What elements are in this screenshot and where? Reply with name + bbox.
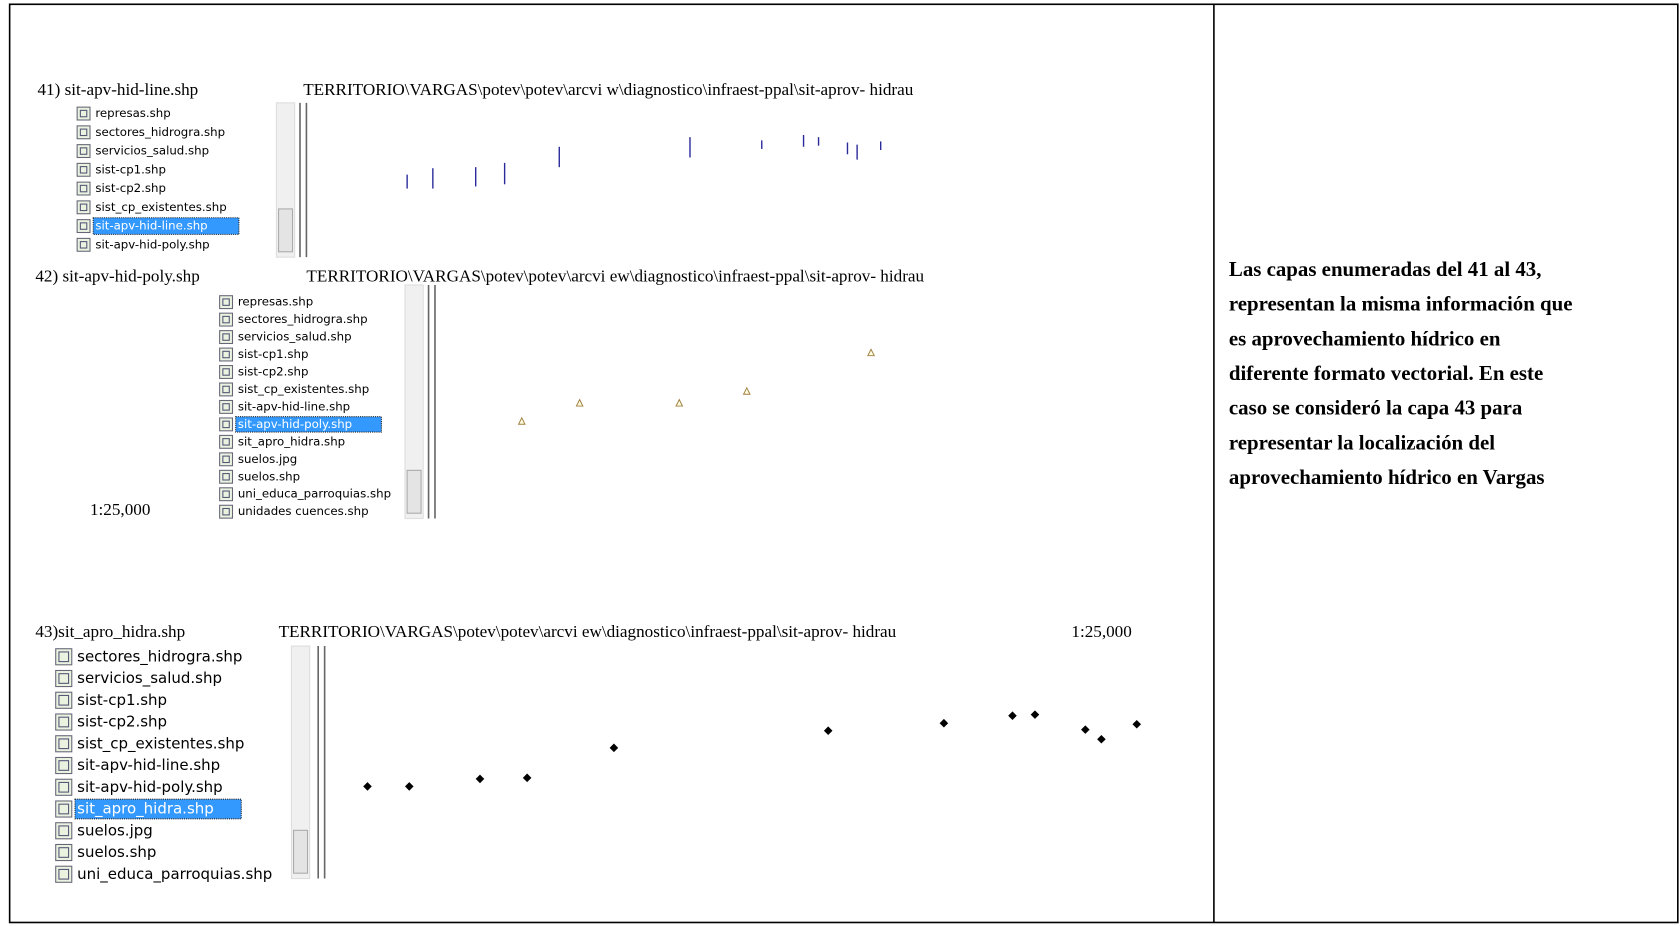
- layer-name: servicios_salud.shp: [77, 669, 222, 688]
- scroll-thumb: [407, 470, 421, 513]
- layer-path: TERRITORIO\VARGAS\potev\potev\arcvi ew\d…: [306, 266, 924, 285]
- layer-icon: [220, 366, 233, 379]
- layer-name: sit_apro_hidra.shp: [77, 800, 214, 819]
- map-scale: 1:25,000: [90, 500, 150, 519]
- layer-name: sist_cp_existentes.shp: [95, 200, 226, 214]
- layer-name: sist_cp_existentes.shp: [238, 382, 369, 396]
- page: {"blocks": [ {"label": "41) sit-apv-hid-…: [0, 0, 1680, 926]
- layer-name: suelos.jpg: [238, 452, 297, 466]
- layer-icon: [56, 736, 72, 752]
- layer-name: suelos.jpg: [77, 821, 153, 839]
- layer-name: sist-cp1.shp: [77, 691, 167, 709]
- layer-name: sectores_hidrogra.shp: [238, 312, 368, 326]
- layer-icon: [220, 418, 233, 431]
- layer-name: sist-cp2.shp: [95, 181, 166, 195]
- note-line: aprovechamiento hídrico en Vargas: [1229, 465, 1545, 489]
- layer-icon: [220, 470, 233, 483]
- line-features: [407, 135, 881, 189]
- note-line: Las capas enumeradas del 41 al 43,: [1229, 257, 1542, 281]
- layer-name: sist-cp1.shp: [95, 162, 166, 176]
- scroll-thumb: [279, 209, 293, 252]
- layer-label: 42) sit-apv-hid-poly.shp: [35, 266, 199, 285]
- layer-name: sit-apv-hid-line.shp: [95, 219, 207, 233]
- layer-icon: [56, 649, 72, 665]
- layer-icon: [77, 201, 90, 214]
- layer-icon: [77, 182, 90, 195]
- layer-icon: [77, 107, 90, 120]
- layer-name: uni_educa_parroquias.shp: [238, 487, 391, 501]
- layer-icon: [77, 220, 90, 233]
- layer-name: suelos.shp: [77, 843, 156, 861]
- layer-icon: [56, 670, 72, 686]
- layer-label: 41) sit-apv-hid-line.shp: [37, 80, 198, 99]
- note-line: caso se consideró la capa 43 para: [1229, 396, 1523, 420]
- note-line: diferente formato vectorial. En este: [1229, 361, 1543, 385]
- layer-icon: [220, 296, 233, 309]
- note-line: representan la misma información que: [1229, 292, 1573, 316]
- layer-name: sit-apv-hid-line.shp: [77, 756, 220, 774]
- layer-icon: [56, 866, 72, 882]
- layer-name: sit-apv-hid-poly.shp: [95, 237, 209, 251]
- map-scale: 1:25,000: [1071, 622, 1131, 641]
- layer-name: represas.shp: [238, 295, 313, 309]
- layer-icon: [220, 383, 233, 396]
- layer-name: sit-apv-hid-poly.shp: [238, 417, 352, 431]
- layer-name: servicios_salud.shp: [238, 330, 352, 344]
- layer-name: unidades cuences.shp: [238, 504, 369, 518]
- note-line: es aprovechamiento hídrico en: [1229, 326, 1501, 350]
- layer-icon: [220, 313, 233, 326]
- layer-icon: [220, 331, 233, 344]
- layer-name: sist-cp2.shp: [238, 364, 309, 378]
- layer-icon: [56, 692, 72, 708]
- layer-icon: [220, 348, 233, 361]
- layer-label: 43)sit_apro_hidra.shp: [35, 622, 185, 641]
- layer-icon: [56, 757, 72, 773]
- note-line: representar la localización del: [1229, 430, 1495, 454]
- layer-icon: [77, 163, 90, 176]
- layer-icon: [56, 823, 72, 839]
- layer-icon: [77, 238, 90, 251]
- layer-icon: [77, 145, 90, 158]
- layer-name: sectores_hidrogra.shp: [95, 125, 225, 139]
- layer-name: uni_educa_parroquias.shp: [77, 865, 272, 884]
- layer-path: TERRITORIO\VARGAS\potev\potev\arcvi w\di…: [303, 80, 913, 99]
- layer-icon: [77, 126, 90, 139]
- layer-name: sist-cp1.shp: [238, 347, 309, 361]
- layer-icon: [220, 435, 233, 448]
- layer-name: sit-apv-hid-line.shp: [238, 399, 350, 413]
- layer-name: represas.shp: [95, 106, 170, 120]
- layer-icon: [56, 779, 72, 795]
- layer-name: sectores_hidrogra.shp: [77, 647, 242, 666]
- layer-name: sit_apro_hidra.shp: [238, 434, 345, 448]
- document: 41) sit-apv-hid-line.shp TERRITORIO\VARGA…: [0, 0, 1680, 926]
- point-features: [363, 710, 1141, 790]
- layer-name: sit-apv-hid-poly.shp: [77, 778, 223, 796]
- layer-icon: [220, 453, 233, 466]
- scroll-thumb: [294, 830, 308, 873]
- layer-icon: [56, 714, 72, 730]
- layer-icon: [220, 400, 233, 413]
- layer-name: servicios_salud.shp: [95, 144, 209, 158]
- layer-name: sist_cp_existentes.shp: [77, 734, 244, 753]
- layer-icon: [56, 801, 72, 817]
- layer-icon: [220, 488, 233, 501]
- layer-icon: [56, 844, 72, 860]
- layer-name: suelos.shp: [238, 469, 300, 483]
- layer-path: TERRITORIO\VARGAS\potev\potev\arcvi ew\d…: [279, 622, 897, 641]
- layer-icon: [220, 505, 233, 518]
- poly-features: [519, 349, 875, 424]
- layer-name: sist-cp2.shp: [77, 713, 167, 731]
